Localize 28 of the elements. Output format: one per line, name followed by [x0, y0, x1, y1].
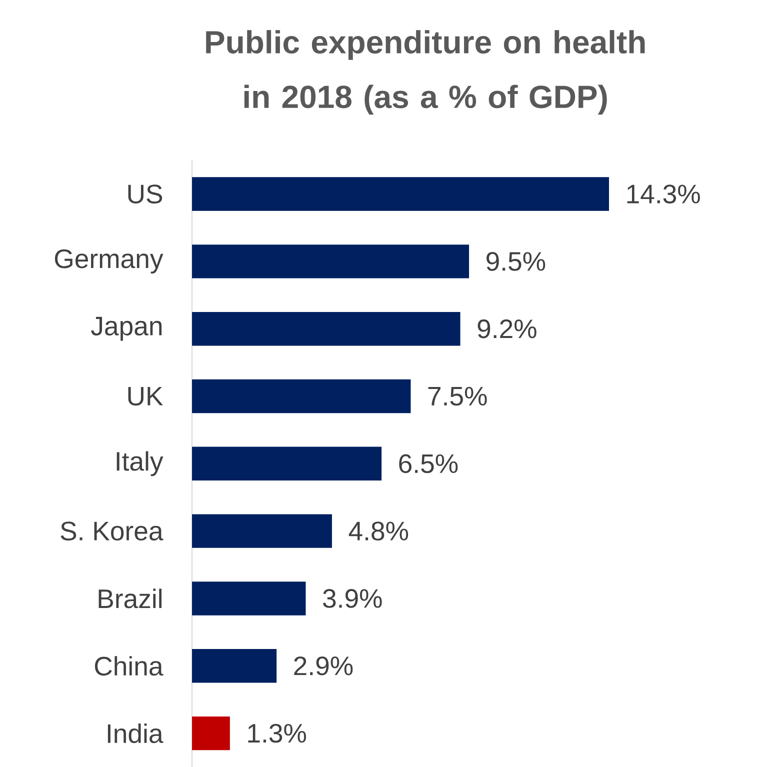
bar: [192, 649, 277, 683]
data-label: 9.2%: [478, 319, 536, 338]
data-label: 3.9%: [323, 589, 382, 608]
data-label: 6.5%: [399, 454, 458, 474]
data-label: 9.5%: [486, 252, 546, 271]
data-label: 1.3%: [248, 724, 306, 743]
y-tick-label: US: [128, 184, 162, 204]
bar: [192, 582, 306, 616]
y-tick-label: Brazil: [98, 588, 162, 608]
bar: [192, 244, 470, 278]
data-label: 7.5%: [428, 386, 487, 406]
bar: [192, 446, 382, 481]
data-label: 14.3%: [627, 184, 700, 204]
data-label: 2.9%: [294, 656, 353, 676]
y-tick-label: UK: [128, 386, 163, 406]
y-tick-label: Italy: [116, 451, 164, 476]
y-tick-label: China: [94, 656, 164, 676]
y-tick-label: India: [108, 724, 164, 744]
y-tick-label: S. Korea: [60, 522, 164, 540]
bar: [192, 716, 230, 750]
y-tick-label: Japan: [91, 316, 162, 341]
bar: [192, 177, 609, 211]
bar: [192, 312, 460, 346]
data-label: 4.8%: [348, 522, 408, 540]
y-tick-label: Germany: [54, 249, 164, 274]
bar: [192, 514, 332, 548]
bar: [192, 379, 411, 414]
chart-title: Public expenditure on health in 2018 (as a % of GDP): [206, 30, 645, 115]
